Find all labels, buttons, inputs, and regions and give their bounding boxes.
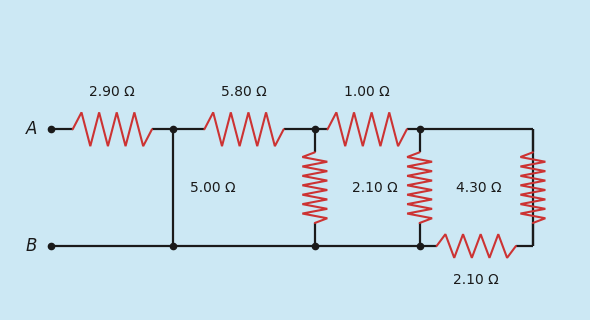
Text: 2.90 Ω: 2.90 Ω <box>90 85 135 100</box>
Text: 2.10 Ω: 2.10 Ω <box>453 273 499 287</box>
Text: 2.10 Ω: 2.10 Ω <box>352 181 398 195</box>
Text: B: B <box>26 237 37 255</box>
Text: A: A <box>26 120 37 138</box>
Text: 5.80 Ω: 5.80 Ω <box>221 85 267 100</box>
Text: 4.30 Ω: 4.30 Ω <box>457 181 502 195</box>
Text: 5.00 Ω: 5.00 Ω <box>190 181 235 195</box>
Text: 1.00 Ω: 1.00 Ω <box>345 85 390 100</box>
